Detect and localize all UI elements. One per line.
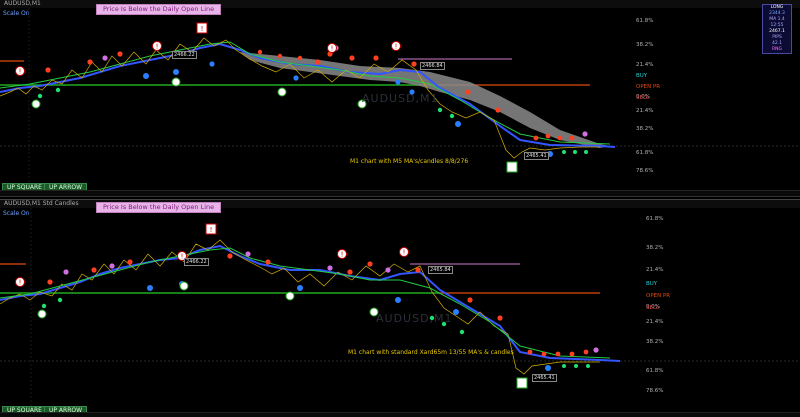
fib-level: 61.8% <box>636 150 654 156</box>
fib-level: 78.6% <box>636 168 654 174</box>
symbol-watermark: AUDUSD,M1 <box>362 92 439 105</box>
chart-pane-top[interactable]: AUDUSD,M1 Scale On Price Is Below the Da… <box>0 0 800 197</box>
fib-level: 38.2% <box>646 245 664 251</box>
info-line: LONG <box>770 5 784 10</box>
legend-buy: BUY <box>646 281 658 287</box>
svg-text:!: ! <box>341 251 344 259</box>
time-axis <box>0 412 800 417</box>
svg-text:!: ! <box>19 279 22 287</box>
price-chart-top[interactable]: ! ! ! ! ! <box>0 0 800 196</box>
price-tag: 2465.84 <box>428 266 453 274</box>
fib-level: 38.2% <box>636 42 654 48</box>
legend-sell: SELL <box>646 305 660 311</box>
info-panel: LONG 2344.3 MA 1.4 12:55 2467.1 PIPS 42.… <box>762 4 792 54</box>
chart-caption: M1 chart with standard Xard65m 13/55 MA'… <box>348 349 514 356</box>
fib-level: 21.4% <box>646 267 664 273</box>
svg-text:!: ! <box>331 45 334 53</box>
info-line: 2344.3 <box>769 11 785 16</box>
legend-open: OPEN PR <box>636 84 661 90</box>
fib-level: 38.2% <box>646 339 664 345</box>
symbol-watermark: AUDUSD,M1 <box>376 312 453 325</box>
price-tag: 2466.22 <box>184 258 209 266</box>
svg-text:!: ! <box>395 43 398 51</box>
svg-text:!: ! <box>210 226 213 234</box>
svg-text:!: ! <box>181 253 184 261</box>
scale-toggle[interactable]: Scale On <box>3 210 30 217</box>
fib-level: 21.4% <box>636 62 654 68</box>
chart-pane-bottom[interactable]: AUDUSD,M1 Std Candles Scale On Price Is … <box>0 199 800 417</box>
fib-level: 61.8% <box>636 18 654 24</box>
signal-dots <box>41 251 599 371</box>
fib-level: 0.0% <box>636 94 650 100</box>
legend-buy: BUY <box>636 73 648 79</box>
fib-level: 61.8% <box>646 368 664 374</box>
legend-open: OPEN PR <box>646 293 671 299</box>
price-chart-bottom[interactable]: ! ! ! ! ! <box>0 200 800 417</box>
info-line: 12:55 <box>770 23 784 28</box>
price-tag: 2466.84 <box>420 62 445 70</box>
fib-level: 0.0% <box>646 304 660 310</box>
price-tag: 2466.22 <box>172 51 197 59</box>
pane-title: AUDUSD,M1 Std Candles <box>0 200 800 208</box>
fib-level: 61.8% <box>646 216 664 222</box>
info-line: PIPS <box>772 35 782 40</box>
pane-title: AUDUSD,M1 <box>0 0 800 8</box>
price-line <box>0 37 600 159</box>
ma-line-fast <box>0 244 621 362</box>
price-tag: 2465.41 <box>524 152 549 160</box>
svg-text:!: ! <box>19 68 22 76</box>
scale-toggle[interactable]: Scale On <box>3 10 30 17</box>
daily-open-banner: Price Is Below the Daily Open Line <box>96 4 222 15</box>
info-line: RNG <box>772 47 782 52</box>
info-line: 2467.1 <box>769 29 785 34</box>
fib-level: 38.2% <box>636 126 654 132</box>
fib-level: 78.6% <box>646 388 664 394</box>
info-line: MA 1.4 <box>769 17 785 22</box>
info-line: 42.1 <box>771 41 783 46</box>
arrow-markers: ! ! ! ! ! <box>15 223 528 389</box>
ma-line-fast <box>0 42 616 148</box>
time-axis <box>0 190 800 196</box>
legend-sell: SELL <box>636 95 650 101</box>
chart-caption: M1 chart with M5 MA's/candles 8/8/276 <box>350 158 469 165</box>
svg-text:!: ! <box>156 43 159 51</box>
fib-level: 21.4% <box>636 108 654 114</box>
ma-line-slow <box>0 247 611 359</box>
ma-line-slow <box>0 41 611 145</box>
arrow-markers: ! ! ! ! ! <box>15 22 518 173</box>
svg-text:!: ! <box>403 249 406 257</box>
price-tag: 2465.41 <box>532 374 557 382</box>
fib-level: 21.4% <box>646 319 664 325</box>
svg-text:!: ! <box>201 25 204 33</box>
daily-open-banner: Price Is Below the Daily Open Line <box>96 202 222 213</box>
